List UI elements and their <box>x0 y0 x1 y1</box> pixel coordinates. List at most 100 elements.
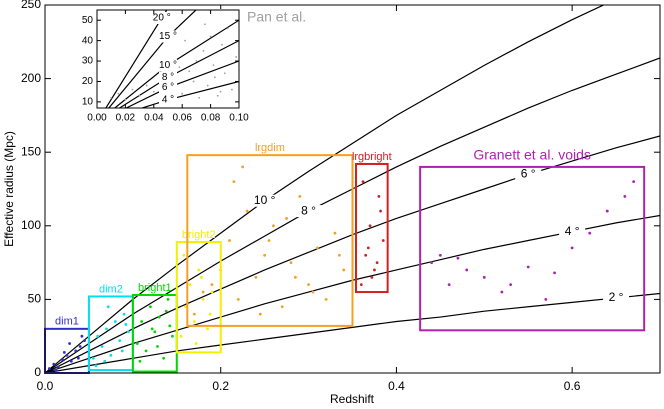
data-point <box>228 239 231 242</box>
curve-label: 15 ° <box>159 31 177 42</box>
data-point <box>311 290 315 294</box>
data-point <box>188 70 191 73</box>
data-point <box>206 84 209 87</box>
data-point <box>198 96 201 99</box>
data-point <box>206 327 209 331</box>
data-point <box>197 268 201 272</box>
x-tick-label: 0.08 <box>201 113 221 124</box>
data-point <box>482 275 486 279</box>
curve-label: 8 ° <box>162 72 174 83</box>
sample-box <box>355 162 389 294</box>
angle-curve <box>45 292 660 373</box>
data-point <box>315 246 319 250</box>
data-point <box>182 253 186 257</box>
data-point <box>78 345 82 348</box>
data-point <box>289 261 293 264</box>
data-point <box>219 90 222 93</box>
data-point <box>623 194 627 198</box>
data-point <box>109 353 113 357</box>
data-point <box>124 323 128 326</box>
data-point <box>100 345 104 348</box>
curve-label: 20 ° <box>153 13 171 24</box>
curve-label: 4 ° <box>162 94 174 105</box>
data-point <box>110 96 113 99</box>
data-point <box>373 268 376 272</box>
data-point <box>438 253 442 257</box>
data-point <box>210 290 214 294</box>
data-point <box>216 94 219 97</box>
data-point <box>209 35 212 38</box>
plot-frame <box>44 4 661 374</box>
data-point <box>80 334 84 338</box>
data-point <box>280 305 284 309</box>
data-point <box>213 76 216 79</box>
data-point <box>166 298 170 301</box>
data-point <box>106 305 110 309</box>
x-tick-label: 0.6 <box>564 379 581 393</box>
curve-label-bg <box>159 93 177 106</box>
data-point <box>69 359 73 363</box>
data-point <box>168 324 172 328</box>
data-point <box>61 358 64 362</box>
data-point <box>201 290 205 294</box>
sample-label: lrgdim <box>255 142 285 154</box>
data-point <box>605 209 609 213</box>
data-point <box>381 239 385 242</box>
data-point <box>150 327 154 331</box>
data-point <box>178 66 181 69</box>
sample-label: lrgbright <box>352 151 392 163</box>
data-point <box>342 268 346 272</box>
data-point <box>370 275 374 279</box>
data-point <box>221 43 223 46</box>
data-point <box>164 309 168 313</box>
sample-label: dim1 <box>55 316 79 328</box>
data-point <box>140 320 144 323</box>
data-point <box>285 217 289 220</box>
curve-label: 6 ° <box>162 82 174 93</box>
data-point <box>135 342 139 345</box>
data-point <box>144 349 148 353</box>
data-point <box>195 60 198 62</box>
data-point <box>500 290 504 294</box>
y-tick-label: 10 <box>82 97 94 108</box>
data-point <box>96 334 100 338</box>
angle-curve <box>45 5 605 373</box>
data-point <box>231 88 233 91</box>
data-point <box>157 315 161 319</box>
data-point <box>509 283 513 287</box>
data-point <box>149 305 152 309</box>
data-point <box>235 56 238 58</box>
data-point <box>293 275 297 279</box>
data-point <box>138 94 141 97</box>
x-tick-label: 0.4 <box>388 379 405 393</box>
data-point <box>526 265 530 269</box>
sample-label: bright2 <box>182 229 216 241</box>
data-point <box>364 253 368 257</box>
data-point <box>192 312 196 316</box>
data-point <box>65 353 69 357</box>
data-point <box>223 72 226 75</box>
curve-label-bg <box>559 225 586 238</box>
curve-label-bg <box>251 194 278 207</box>
y-tick-label: 40 <box>82 35 94 46</box>
curve-label-bg <box>515 168 542 181</box>
curve-label-bg <box>295 205 322 218</box>
data-point <box>83 339 86 343</box>
data-point <box>333 231 337 235</box>
curve-label: 8 ° <box>301 203 316 217</box>
curve-label-bg <box>159 71 177 84</box>
x-tick-label: 0.02 <box>116 113 136 124</box>
data-point <box>127 330 130 334</box>
data-point <box>68 342 71 345</box>
data-point <box>267 239 271 242</box>
data-point <box>366 246 370 250</box>
data-point <box>465 268 469 272</box>
data-point <box>124 98 127 101</box>
data-point <box>94 364 98 368</box>
data-point <box>232 180 236 184</box>
data-point <box>113 320 117 323</box>
data-point <box>307 283 310 287</box>
y-tick-label: 0 <box>34 365 41 379</box>
curve-label: 2 ° <box>609 290 624 304</box>
